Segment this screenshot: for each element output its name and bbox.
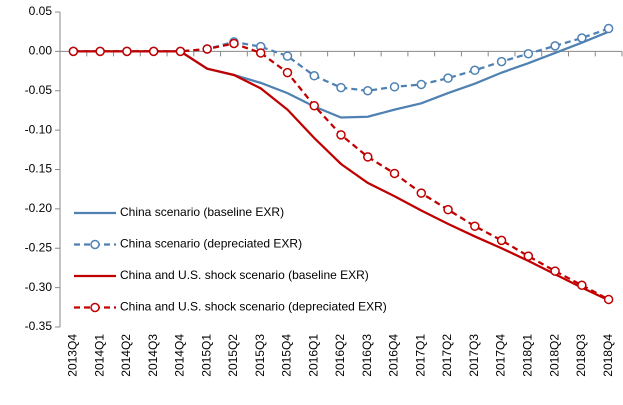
x-tick-label: 2017Q2 [440, 334, 454, 377]
x-tick-label: 2018Q4 [601, 334, 615, 377]
legend-marker [90, 239, 100, 250]
series-marker [416, 188, 427, 198]
series-marker [603, 294, 614, 305]
x-tick-label: 2017Q3 [467, 334, 481, 377]
series-line [73, 50, 610, 302]
y-tick-label: -0.20 [25, 201, 53, 215]
y-tick-label: -0.15 [25, 162, 53, 176]
x-tick-label: 2014Q2 [119, 334, 133, 377]
y-tick-label: 0.05 [29, 4, 53, 18]
y-tick-label: 0.00 [29, 44, 53, 58]
series-marker [523, 48, 534, 59]
series-marker [282, 67, 293, 78]
series-marker [470, 65, 480, 76]
legend-label: China and U.S. shock scenario (depreciat… [120, 300, 387, 314]
series-marker [282, 51, 293, 61]
series-line [73, 30, 610, 119]
series-marker [202, 44, 212, 54]
series-marker [229, 38, 239, 49]
x-tick-label: 2016Q4 [387, 334, 401, 377]
x-tick-label: 2015Q4 [280, 334, 294, 377]
x-tick-label: 2014Q1 [92, 334, 106, 377]
series-marker [122, 46, 132, 57]
series-marker [363, 86, 373, 96]
legend-label: China and U.S. shock scenario (baseline … [120, 268, 369, 282]
series-marker [603, 23, 614, 34]
y-tick-label: -0.35 [25, 319, 53, 333]
series-marker [550, 41, 560, 51]
x-tick-label: 2015Q1 [199, 334, 213, 377]
legend-label: China scenario (depreciated EXR) [120, 237, 302, 251]
x-tick-label: 2013Q4 [66, 334, 80, 377]
series-marker [443, 204, 453, 215]
series-marker [443, 73, 453, 83]
legend-marker [90, 302, 100, 313]
x-tick-label: 2018Q1 [521, 334, 535, 377]
y-tick-label: -0.10 [25, 122, 53, 136]
x-tick-label: 2018Q2 [547, 334, 561, 377]
series-marker [336, 130, 346, 140]
x-tick-label: 2016Q3 [360, 334, 374, 377]
series-marker [470, 221, 480, 231]
x-tick-label: 2015Q2 [226, 334, 240, 377]
y-tick-label: -0.25 [25, 240, 53, 254]
x-tick-label: 2018Q3 [574, 334, 588, 377]
series-marker [309, 71, 319, 81]
series-marker [496, 56, 507, 67]
y-tick-label: -0.30 [25, 280, 53, 294]
series-marker [148, 46, 159, 57]
series-marker [389, 168, 400, 179]
x-tick-label: 2017Q1 [413, 334, 427, 377]
series-marker [255, 48, 266, 58]
series-marker [550, 266, 560, 276]
series-marker [175, 46, 186, 57]
y-tick-label: -0.05 [25, 83, 53, 97]
x-tick-label: 2014Q3 [146, 334, 160, 377]
x-tick-label: 2016Q2 [333, 334, 347, 377]
series-marker [416, 79, 427, 90]
series-marker [389, 82, 400, 92]
series-marker [336, 82, 346, 93]
series-marker [496, 235, 507, 246]
series-marker [577, 280, 587, 291]
x-tick-label: 2016Q1 [306, 334, 320, 377]
series-marker [309, 100, 319, 111]
x-tick-label: 2015Q3 [253, 334, 267, 377]
series-line [73, 27, 609, 92]
series-marker [523, 251, 534, 261]
series-marker [577, 33, 587, 43]
series-marker [363, 152, 373, 162]
series-marker [95, 46, 105, 57]
x-tick-label: 2017Q4 [494, 334, 508, 377]
series-marker [68, 46, 79, 57]
legend-label: China scenario (baseline EXR) [120, 205, 284, 219]
x-tick-label: 2014Q4 [173, 334, 187, 377]
